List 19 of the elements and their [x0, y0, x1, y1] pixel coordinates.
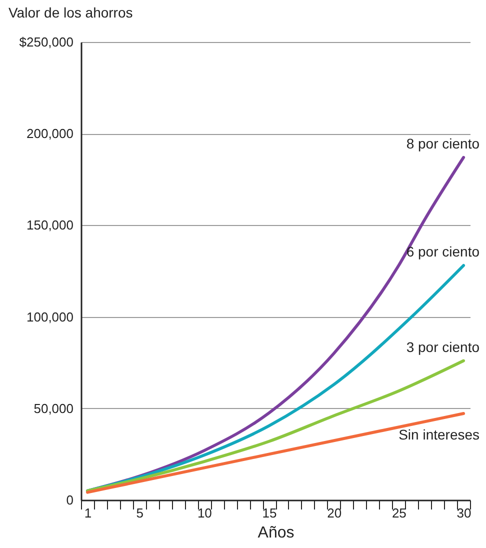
x-tick-label: 20 [327, 506, 342, 520]
series-label: 3 por ciento [406, 338, 480, 355]
x-tick-label: 1 [84, 506, 92, 520]
series-label: 6 por ciento [406, 244, 480, 260]
x-tick-label: 25 [392, 506, 406, 520]
series-label: 8 por ciento [406, 135, 480, 152]
x-tick-label: 30 [456, 506, 472, 520]
series-label: Sin intereses [398, 426, 480, 443]
x-axis-title: Años [258, 524, 294, 542]
y-tick-label: $250,000 [19, 34, 74, 50]
x-tick-label: 15 [262, 506, 277, 520]
y-axis-title: Valor de los ahorros [8, 4, 133, 20]
y-tick-label: 100,000 [26, 309, 74, 324]
y-tick-label: 150,000 [26, 218, 74, 233]
y-tick-label: 200,000 [26, 126, 74, 142]
x-tick-label: 5 [136, 506, 144, 520]
y-tick-label: 0 [66, 492, 74, 508]
y-tick-label: 50,000 [34, 400, 74, 416]
x-tick-label: 10 [197, 506, 212, 520]
